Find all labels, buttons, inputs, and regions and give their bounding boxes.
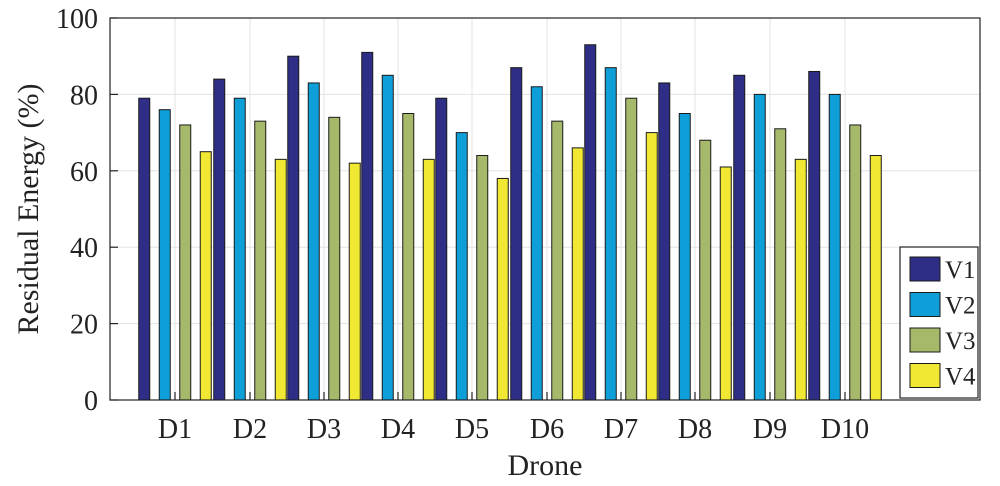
bar-v3-d1 [179,124,192,401]
bar-v4-d9 [794,158,807,401]
bar-v2-d3 [307,82,320,401]
legend-swatch-v3 [909,327,941,353]
y-tick-label: 40 [70,233,98,264]
bar-v1-d2 [213,78,226,401]
bar-v4-d1 [199,151,212,401]
x-tick-label: D7 [604,414,638,445]
bar-v4-d8 [719,166,732,401]
y-tick-label: 80 [70,80,98,111]
bar-v1-d6 [510,67,523,401]
bar-v3-d7 [625,97,638,401]
x-tick-label: D3 [307,414,341,445]
x-tick-label: D6 [530,414,564,445]
bar-v1-d3 [287,55,300,401]
bar-v4-d10 [869,155,882,401]
y-tick-label: 20 [70,310,98,341]
bar-v3-d3 [328,116,341,401]
bar-v1-d8 [658,82,671,401]
bar-v4-d3 [348,162,361,401]
bar-v4-d6 [571,147,584,401]
legend-swatch-v2 [909,292,941,317]
bar-v2-d4 [381,74,394,401]
bar-v2-d1 [158,109,171,401]
y-tick-label: 0 [84,386,98,417]
bar-v4-d5 [496,177,509,401]
bar-v1-d5 [435,97,448,401]
bar-v2-d10 [828,93,841,401]
legend: V1 V2 V3 V4 [899,246,979,399]
plot-frame [109,17,981,401]
legend-label-v1: V1 [945,257,976,284]
bar-v2-d7 [604,67,617,401]
x-tick-label: D4 [381,414,415,445]
bar-v1-d10 [808,70,821,401]
bar-v3-d5 [476,155,489,401]
legend-swatch-v1 [909,256,941,282]
x-tick-label: D2 [233,414,267,445]
bar-v3-d9 [774,128,787,401]
bar-v3-d10 [849,124,862,401]
bar-v3-d4 [402,113,415,401]
x-tick-label: D1 [158,414,192,445]
bar-v4-d2 [274,158,287,401]
y-axis-title: Residual Energy (%) [12,83,45,334]
x-axis-title: Drone [508,449,583,482]
bar-v3-d2 [254,120,267,401]
bar-v2-d9 [753,93,766,401]
bar-v2-d2 [233,97,246,401]
bar-v1-d1 [138,97,151,401]
x-tick-label: D8 [678,414,712,445]
y-tick-label: 60 [70,157,98,188]
bar-v3-d8 [699,139,712,401]
x-axis-ticks: D1 D2 D3 D4 D5 D6 D7 D8 D9 D10 [158,392,869,445]
legend-label-v2: V2 [945,293,976,320]
bar-v3-d6 [551,120,564,401]
legend-swatch-v4 [909,363,941,388]
bar-v4-d7 [645,132,658,401]
y-tick-label: 100 [56,4,98,35]
bar-v2-d8 [678,113,691,401]
bar-v4-d4 [422,158,435,401]
bar-v2-d5 [455,132,468,401]
y-axis-ticks: 0 20 40 60 80 100 [56,4,118,417]
bar-v1-d9 [733,74,746,401]
legend-label-v3: V3 [945,328,976,355]
x-tick-label: D10 [821,414,869,445]
bar-v1-d4 [361,51,374,401]
bar-v2-d6 [530,86,543,401]
bars [138,44,882,401]
x-tick-label: D5 [455,414,489,445]
bar-v1-d7 [584,44,597,401]
x-tick-label: D9 [753,414,787,445]
legend-label-v4: V4 [945,364,976,391]
